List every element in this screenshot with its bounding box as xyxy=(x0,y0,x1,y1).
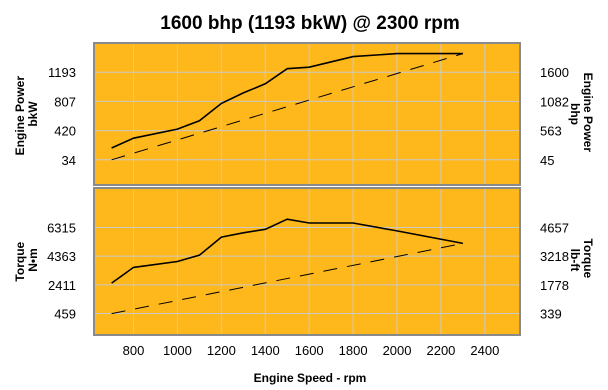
power-plot-frame xyxy=(93,42,521,186)
torque-gridlines xyxy=(94,188,520,335)
x-axis-tick-labels: 800 1000 1200 1400 1600 1800 2000 2200 2400 xyxy=(123,343,500,358)
torque-left-tick-3: 459 xyxy=(54,307,76,322)
torque-right-axis-label-line1: Torque xyxy=(581,238,595,278)
power-left-axis-label-line2: bkW xyxy=(26,101,40,127)
chart-title: 1600 bhp (1193 bkW) @ 2300 rpm xyxy=(160,13,459,34)
torque-right-tick-3: 339 xyxy=(540,307,562,322)
power-left-axis-label: Engine Power bkW xyxy=(13,73,40,156)
torque-left-tick-0: 6315 xyxy=(47,220,76,235)
torque-right-tick-0: 4657 xyxy=(540,220,569,235)
power-left-tick-3: 34 xyxy=(62,153,76,168)
torque-dashed-curve xyxy=(111,242,463,315)
x-tick-1400: 1400 xyxy=(251,343,280,358)
power-right-axis-label-line2: bhp xyxy=(568,103,582,125)
x-tick-2400: 2400 xyxy=(470,343,499,358)
torque-left-tick-labels: 6315 4363 2411 459 xyxy=(47,220,76,321)
torque-panel: 6315 4363 2411 459 4657 3218 1778 339 xyxy=(47,187,569,336)
x-tick-800: 800 xyxy=(123,343,145,358)
x-tick-1800: 1800 xyxy=(339,343,368,358)
torque-series xyxy=(111,218,464,315)
torque-left-axis-label: Torque N•m xyxy=(13,238,40,281)
power-left-tick-labels: 1193 807 420 34 xyxy=(48,65,76,168)
power-right-tick-2: 563 xyxy=(540,124,562,139)
power-right-tick-labels: 1600 1082 563 45 xyxy=(540,65,569,168)
torque-right-tick-2: 1778 xyxy=(540,278,569,293)
x-tick-1600: 1600 xyxy=(295,343,324,358)
power-right-axis-label: Engine Power bhp xyxy=(568,73,595,156)
torque-plot-frame xyxy=(93,187,521,336)
power-plot-area xyxy=(94,43,520,185)
power-solid-curve xyxy=(111,52,463,149)
power-dashed-curve xyxy=(111,53,464,161)
power-right-tick-1: 1082 xyxy=(540,94,569,109)
power-left-tick-1: 807 xyxy=(54,94,76,109)
torque-left-axis-label-line2: N•m xyxy=(26,248,40,272)
torque-plot-area xyxy=(94,188,520,335)
power-right-axis-label-line1: Engine Power xyxy=(581,73,595,153)
power-right-tick-3: 45 xyxy=(540,153,554,168)
torque-left-tick-1: 4363 xyxy=(47,249,76,264)
x-tick-2200: 2200 xyxy=(426,343,455,358)
power-gridlines xyxy=(94,43,520,185)
torque-left-tick-2: 2411 xyxy=(48,278,76,293)
x-tick-1200: 1200 xyxy=(207,343,236,358)
power-left-tick-0: 1193 xyxy=(48,65,76,80)
power-series xyxy=(111,52,464,161)
x-tick-1000: 1000 xyxy=(163,343,192,358)
torque-right-tick-1: 3218 xyxy=(540,249,569,264)
power-right-tick-0: 1600 xyxy=(540,65,569,80)
torque-solid-curve xyxy=(111,218,464,284)
torque-right-tick-labels: 4657 3218 1778 339 xyxy=(540,220,569,321)
power-panel: 1193 807 420 34 1600 1082 563 45 xyxy=(48,42,569,186)
torque-right-axis-label-line2: lb-ft xyxy=(568,249,582,272)
torque-right-axis-label: Torque lb-ft xyxy=(568,238,595,281)
x-axis-label: Engine Speed - rpm xyxy=(254,371,367,385)
power-left-axis-label-line1: Engine Power xyxy=(13,76,27,156)
x-tick-2000: 2000 xyxy=(383,343,412,358)
power-left-tick-2: 420 xyxy=(54,124,76,139)
torque-left-axis-label-line1: Torque xyxy=(13,241,27,281)
